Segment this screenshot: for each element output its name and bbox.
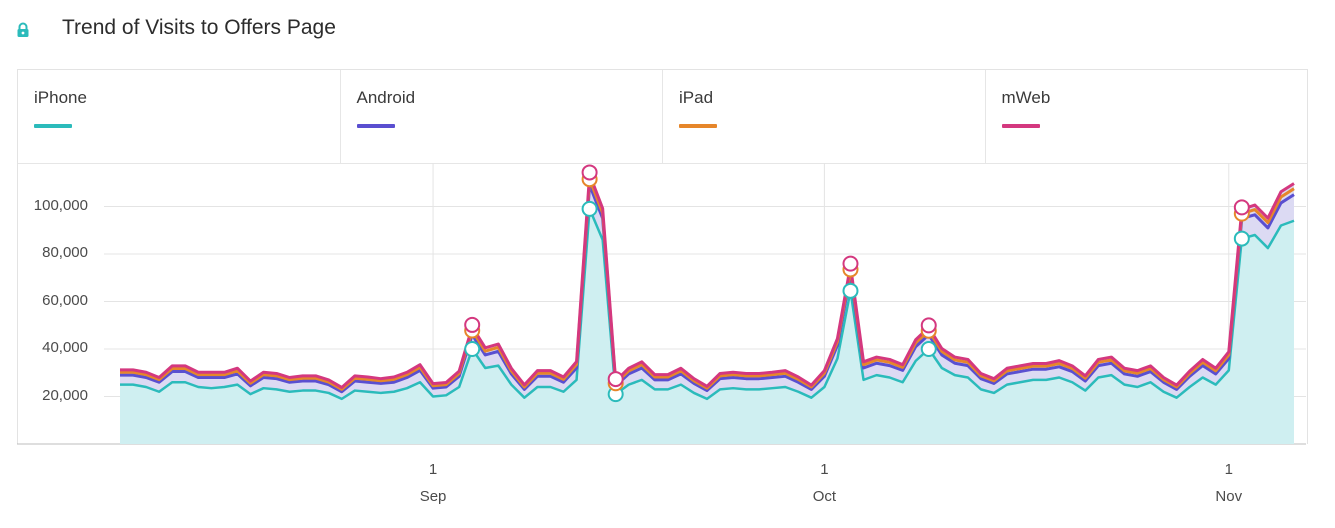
point-marker <box>464 316 481 333</box>
lock-icon <box>17 22 29 37</box>
legend-swatch <box>679 124 717 128</box>
line-android <box>120 183 1295 394</box>
point-marker <box>1233 199 1250 216</box>
x-tick-day: 1 <box>820 461 829 478</box>
legend-label: iPad <box>679 88 714 107</box>
widget-header: Trend of Visits to Offers Page <box>0 0 1335 62</box>
legend-label: iPhone <box>34 88 87 107</box>
point-marker <box>581 164 598 181</box>
widget-title: Trend of Visits to Offers Page <box>62 16 336 39</box>
legend-swatch <box>34 124 72 128</box>
legend-label: Android <box>356 88 416 107</box>
x-tick-month: Oct <box>812 488 837 505</box>
point-marker <box>920 317 937 334</box>
legend-swatch <box>1001 124 1040 128</box>
point-marker <box>842 255 859 272</box>
y-tick-label: 60,000 <box>42 291 88 309</box>
y-tick-label: 100,000 <box>33 196 88 214</box>
point-marker <box>920 341 937 357</box>
area-iphone <box>120 208 1294 444</box>
legend-swatch <box>356 124 395 128</box>
point-marker <box>581 200 598 217</box>
y-tick-label: 40,000 <box>42 339 88 356</box>
x-tick-day: 1 <box>428 461 438 478</box>
line-mweb <box>120 172 1295 389</box>
x-tick-day: 1 <box>1224 461 1233 478</box>
point-marker <box>1233 230 1250 247</box>
legend-item-ipad[interactable]: iPad <box>663 70 986 163</box>
x-tick-month: Sep <box>419 488 447 505</box>
legend-item-android[interactable]: Android <box>341 70 663 163</box>
legend-item-iphone[interactable]: iPhone <box>18 70 341 163</box>
y-tick-label: 80,000 <box>42 244 88 261</box>
legend-item-mweb[interactable]: mWeb <box>986 70 1308 163</box>
line-ipad <box>120 177 1295 391</box>
y-tick-label: 20,000 <box>42 386 88 404</box>
point-marker <box>607 371 624 388</box>
area-stack <box>120 174 1294 399</box>
line-iphone <box>120 207 1295 401</box>
legend-label: mWeb <box>1001 88 1051 107</box>
x-tick-month: Nov <box>1215 488 1243 505</box>
chart-legend: iPhone Android iPad mWeb <box>18 70 1307 164</box>
point-marker <box>842 282 859 299</box>
point-marker <box>464 341 481 357</box>
